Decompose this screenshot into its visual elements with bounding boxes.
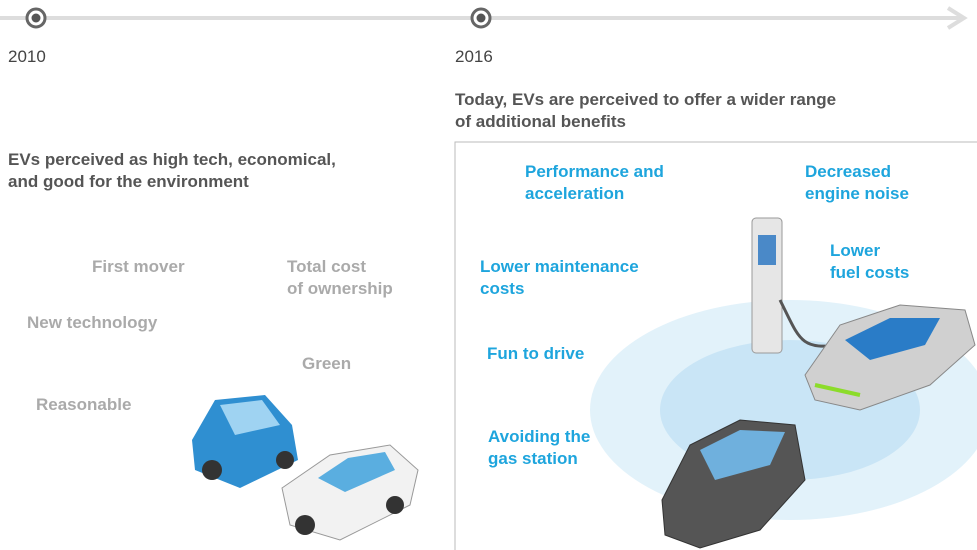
benefit: First mover (92, 257, 185, 276)
benefit: Reasonable (36, 395, 132, 414)
benefit: Lower fuel costs (830, 241, 910, 282)
milestone-dot (476, 13, 486, 23)
benefit: New technology (27, 313, 158, 332)
heading: Today, EVs are perceived to offer a wide… (455, 90, 837, 131)
benefit: Decreased engine noise (805, 162, 909, 203)
benefit: Avoiding the gas station (488, 427, 591, 468)
milestone-dot (31, 13, 41, 23)
dark-car (661, 419, 806, 549)
heading: EVs perceived as high tech, economical, … (8, 150, 336, 191)
milestone-label: 2010 (8, 47, 46, 66)
benefit: Green (302, 354, 352, 373)
blue-car (192, 395, 298, 488)
milestone-label: 2016 (455, 47, 493, 66)
panel-border (454, 141, 977, 550)
timeline-arrow (946, 6, 968, 30)
benefit: Fun to drive (487, 344, 585, 363)
benefit: Lower maintenance costs (480, 257, 639, 298)
sleek-car (804, 304, 976, 411)
benefit: Performance and acceleration (525, 162, 664, 203)
white-car (281, 444, 419, 541)
benefit: Total cost of ownership (287, 257, 393, 298)
